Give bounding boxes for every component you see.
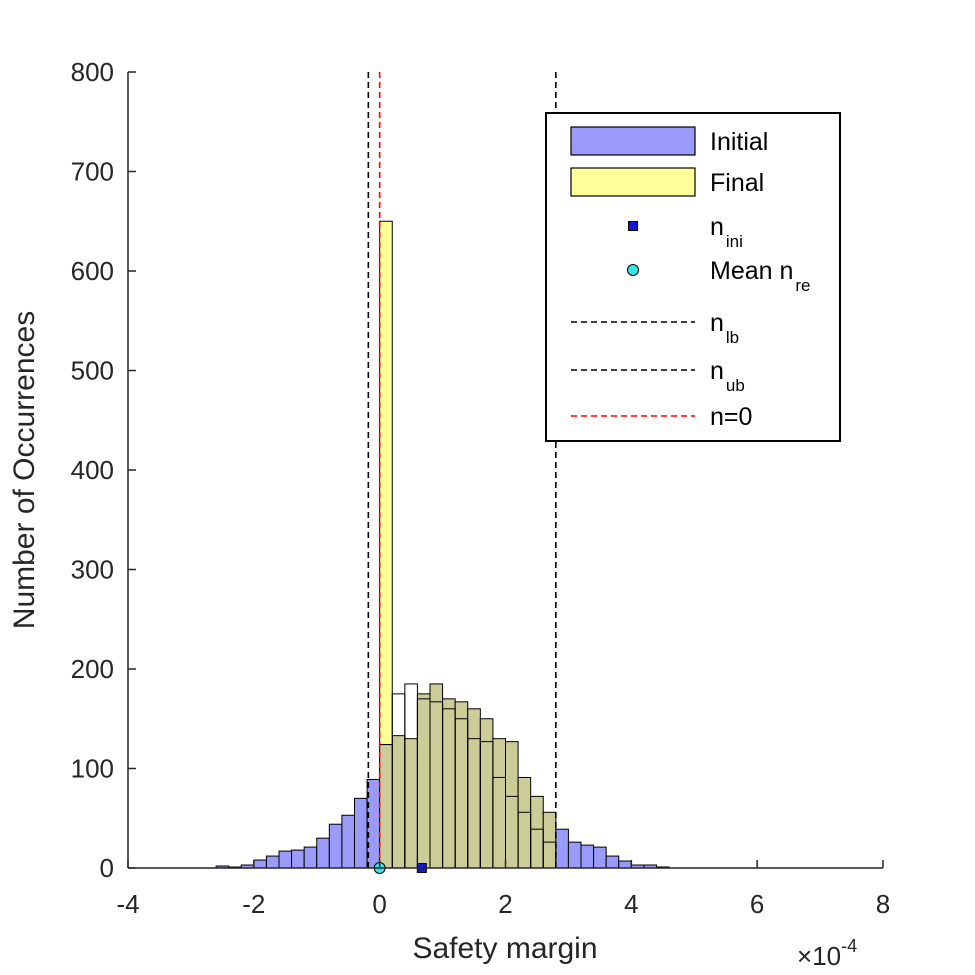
legend-label-subscript: ini [726, 232, 743, 251]
y-tick-label: 400 [71, 455, 114, 485]
legend-label-final: Final [710, 169, 764, 197]
initial-bar [492, 738, 506, 869]
x-tick-label: 0 [372, 889, 386, 919]
final-bar [379, 220, 393, 746]
exponent-times-sign: × [797, 941, 812, 971]
legend-marker-mean [627, 264, 639, 276]
initial-bar [291, 849, 305, 869]
initial-bar [429, 683, 444, 869]
y-tick-label: 0 [100, 853, 114, 883]
initial-bars [215, 683, 670, 869]
exponent-power: -4 [841, 936, 857, 956]
initial-bar [530, 795, 544, 869]
initial-bar [303, 846, 318, 869]
legend-label-main: Final [710, 169, 764, 197]
y-tick-label: 600 [71, 256, 114, 286]
legend-item-mean: Mean nre [627, 257, 811, 295]
initial-bar [404, 738, 418, 869]
x-tick-label: -2 [242, 889, 265, 919]
initial-bar [278, 850, 293, 869]
initial-bar [316, 837, 330, 869]
legend-swatch-initial [570, 126, 696, 156]
initial-bar [517, 776, 532, 869]
initial-bar [505, 741, 519, 869]
y-tick-label: 300 [71, 555, 114, 585]
initial-bar [454, 701, 469, 869]
x-tick-label: 2 [498, 889, 512, 919]
initial-bar [618, 860, 632, 869]
initial-bar [467, 708, 481, 869]
legend-item-n_lb: nlb [571, 309, 739, 347]
legend-label-mean: Mean nre [710, 257, 811, 295]
legend-label-main: Initial [710, 128, 768, 156]
legend-label-n_ub: nub [710, 357, 745, 395]
initial-bar [542, 811, 557, 869]
legend-item-initial: Initial [570, 126, 768, 156]
axes: -4 -2 0 2 4 6 8 0 100 200 300 400 500 600 700 800 [71, 57, 891, 919]
final-bar-overlap [379, 744, 393, 869]
legend-item-n_ub: nub [571, 357, 745, 395]
svg-text:×10-4: ×10-4 [797, 936, 857, 971]
y-tick-label: 500 [71, 356, 114, 386]
x-axis-exponent: ×10-4 [797, 936, 857, 971]
x-tick-label: -4 [116, 889, 139, 919]
legend-label-main: n=0 [710, 403, 752, 431]
legend-label-main: n [710, 309, 724, 337]
initial-bar [354, 797, 368, 869]
legend-swatch-final [570, 167, 696, 197]
x-tick-label: 4 [624, 889, 638, 919]
initial-bar [555, 828, 569, 869]
initial-bar [253, 859, 267, 869]
legend-label-main: n [710, 213, 724, 241]
initial-bar [328, 823, 343, 869]
initial-bar [416, 693, 431, 869]
y-tick-label: 700 [71, 157, 114, 187]
x-tick-label: 6 [750, 889, 764, 919]
y-tick-label: 200 [71, 654, 114, 684]
initial-bar [341, 814, 355, 869]
y-tick-label: 100 [71, 754, 114, 784]
y-tick-label: 800 [71, 57, 114, 87]
legend-label-n_lb: nlb [710, 309, 739, 347]
initial-bar [567, 841, 582, 869]
legend-label-subscript: lb [726, 328, 739, 347]
legend-label-n_zero: n=0 [710, 403, 752, 431]
initial-bar [605, 855, 620, 869]
x-tick-label: 8 [876, 889, 890, 919]
initial-bar [442, 698, 456, 869]
exponent-base: 10 [812, 941, 841, 971]
legend-label-n_ini: nini [710, 213, 743, 251]
legend-item-final: Final [570, 167, 764, 197]
legend-label-main: Mean n [710, 257, 793, 285]
legend-label-initial: Initial [710, 128, 768, 156]
legend-label-subscript: re [795, 276, 810, 295]
initial-bar [391, 735, 406, 869]
legend-item-n_ini: nini [628, 213, 743, 251]
legend-marker-n-ini [628, 221, 638, 231]
legend-item-n_zero: n=0 [571, 403, 752, 431]
legend-label-subscript: ub [726, 376, 745, 395]
initial-bar [593, 846, 607, 869]
y-axis-title: Number of Occurrences [8, 311, 41, 629]
initial-bar [265, 855, 280, 869]
legend-label-main: n [710, 357, 724, 385]
x-axis-title: Safety margin [412, 932, 597, 965]
initial-bar [580, 844, 595, 869]
